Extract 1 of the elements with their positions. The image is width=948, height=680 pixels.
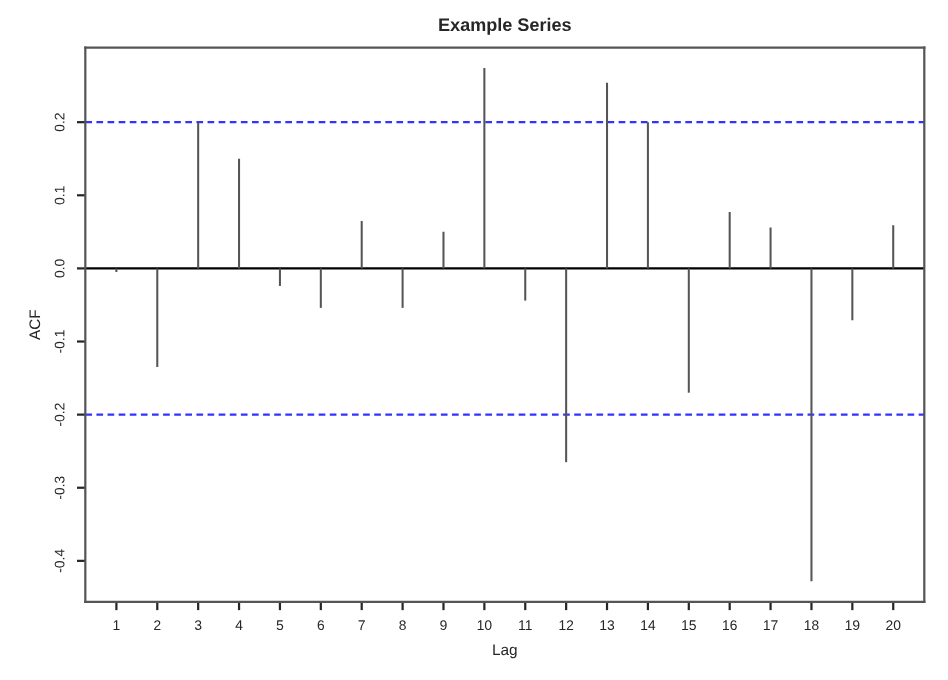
chart-title: Example Series xyxy=(439,17,571,35)
